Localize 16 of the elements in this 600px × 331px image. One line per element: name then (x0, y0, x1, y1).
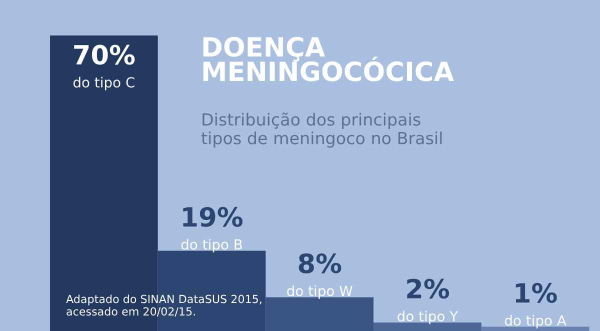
chart-title: DOENÇA MENINGOCÓCICA (203, 36, 454, 82)
bar (481, 326, 590, 331)
x-tick-label: do tipo B (181, 238, 242, 252)
text: Distribuição dos principais tipos de meningoco no Brasil (201, 112, 442, 148)
annotation: Adaptado do SINAN DataSUS 2015, acessado em 20/02/15. (66, 294, 262, 317)
data-label: 1% (516, 282, 557, 303)
x-tick-label: do tipo A (504, 314, 566, 328)
data-label: 2% (407, 278, 450, 299)
bar (374, 322, 482, 331)
data-label: 8% (298, 253, 342, 274)
x-tick-label: do tipo W (287, 285, 352, 299)
data-label: 19% (183, 206, 243, 227)
bar (266, 297, 374, 331)
data-label: 70% (74, 44, 135, 65)
x-tick-label: do tipo C (73, 76, 134, 90)
x-tick-label: do tipo Y (398, 310, 458, 324)
